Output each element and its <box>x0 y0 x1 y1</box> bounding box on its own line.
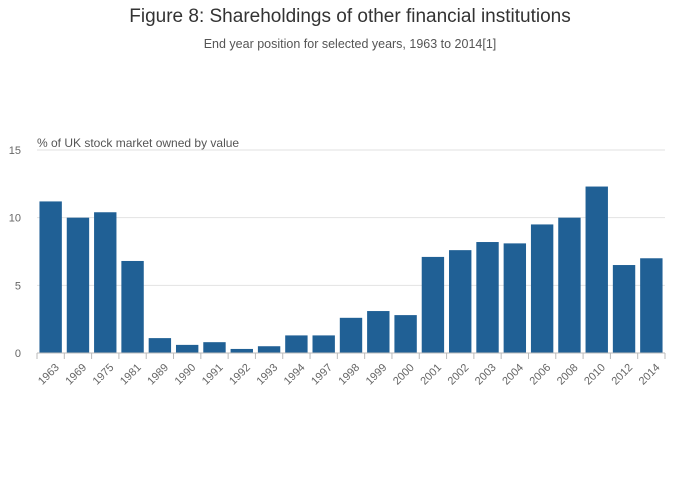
y-axis-label: % of UK stock market owned by value <box>37 136 239 150</box>
bar-2006 <box>530 224 554 353</box>
bar-1989 <box>148 338 172 353</box>
bar-1994 <box>285 335 308 353</box>
bar-2003 <box>476 242 499 353</box>
bars <box>39 186 663 353</box>
y-tick-label: 10 <box>9 213 21 225</box>
chart-title: Figure 8: Shareholdings of other financi… <box>129 6 571 27</box>
x-tick-label-1999: 1999 <box>364 362 390 388</box>
x-tick-label-2003: 2003 <box>473 362 499 388</box>
bar-1991 <box>203 342 226 353</box>
x-tick-label-1989: 1989 <box>145 362 171 388</box>
x-tick-label-1993: 1993 <box>255 362 281 388</box>
x-tick-label-1981: 1981 <box>118 362 144 388</box>
bar-1998 <box>339 317 363 353</box>
bar-1999 <box>367 311 390 353</box>
chart-subtitle: End year position for selected years, 19… <box>203 37 497 51</box>
bar-2002 <box>449 250 472 353</box>
bar-1997 <box>312 335 335 353</box>
x-tick-label-1992: 1992 <box>227 362 253 388</box>
bar-1981 <box>121 260 144 353</box>
x-tick-label-2002: 2002 <box>446 362 472 388</box>
bar-2008 <box>558 217 581 353</box>
bar-1993 <box>257 346 281 353</box>
bar-2000 <box>394 315 417 353</box>
bar-1963 <box>39 201 62 353</box>
x-tick-label-2008: 2008 <box>555 362 581 388</box>
bar-1975 <box>94 212 117 353</box>
x-tick-label-1963: 1963 <box>36 362 62 388</box>
x-tick-label-1998: 1998 <box>336 362 362 388</box>
bar-1990 <box>175 344 199 353</box>
x-tick-label-1991: 1991 <box>200 362 226 388</box>
x-tick-label-1994: 1994 <box>282 362 308 388</box>
x-tick-label-2012: 2012 <box>609 362 635 388</box>
y-axis-ticks: 0 5 10 15 <box>9 145 21 360</box>
bar-2001 <box>421 256 445 353</box>
x-tick-label-1969: 1969 <box>63 362 89 388</box>
x-tick-label-1997: 1997 <box>309 362 335 388</box>
x-tick-label-2000: 2000 <box>391 362 417 388</box>
x-tick-label-2001: 2001 <box>418 362 444 388</box>
x-tick-label-2006: 2006 <box>528 362 554 388</box>
x-tick-label-2010: 2010 <box>582 362 608 388</box>
x-axis-ticks: 1963 1969 1975 1981 1989 1990 1991 1992 1993 1994… <box>36 353 666 388</box>
x-tick-label-2004: 2004 <box>500 362 526 388</box>
bar-2004 <box>503 243 527 353</box>
y-tick-label: 15 <box>9 145 21 157</box>
x-tick-label-2014: 2014 <box>637 362 663 388</box>
y-tick-label: 5 <box>15 280 21 292</box>
bar-2012 <box>612 265 636 353</box>
x-tick-label-1975: 1975 <box>91 362 117 388</box>
x-tick-label-1990: 1990 <box>173 362 199 388</box>
bar-2010 <box>585 186 608 353</box>
y-tick-label: 0 <box>15 348 21 360</box>
bar-1992 <box>230 348 253 353</box>
bar-1969 <box>66 217 90 353</box>
bar-2014 <box>640 258 663 353</box>
